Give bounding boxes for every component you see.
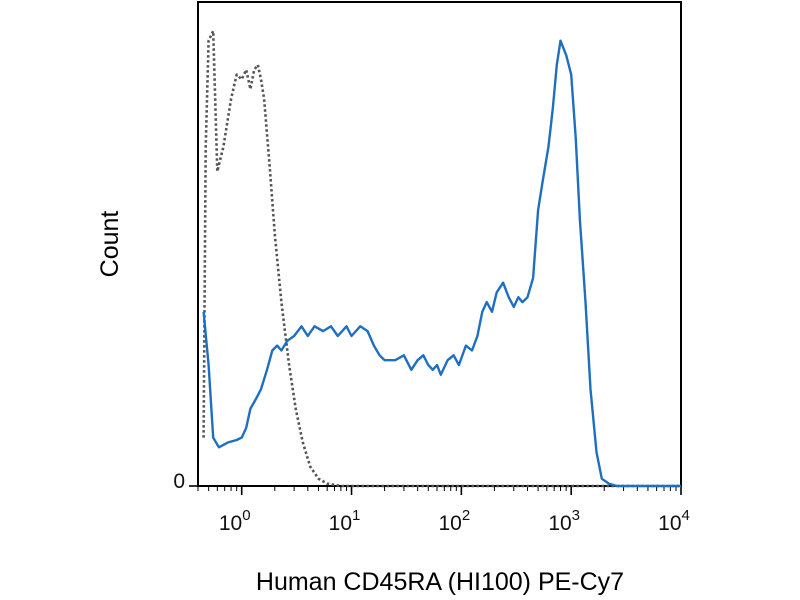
isotype-control-curve	[202, 29, 681, 488]
x-tick-label: 102	[439, 507, 471, 535]
series-layer	[202, 29, 681, 488]
plot-frame	[197, 1, 682, 487]
stained-sample-curve	[202, 39, 681, 488]
x-axis-label: Human CD45RA (HI100) PE-Cy7	[256, 568, 624, 596]
y-axis-label: Count	[96, 211, 124, 278]
x-tick-label: 104	[658, 507, 690, 535]
x-tick-label: 103	[548, 507, 580, 535]
x-axis-ticks: 100 101 102 103 104	[197, 486, 690, 535]
x-tick-label: 101	[329, 507, 361, 535]
y-axis-ticks: 0	[173, 470, 198, 493]
x-tick-label: 100	[219, 507, 251, 535]
y-tick-label: 0	[173, 470, 185, 493]
